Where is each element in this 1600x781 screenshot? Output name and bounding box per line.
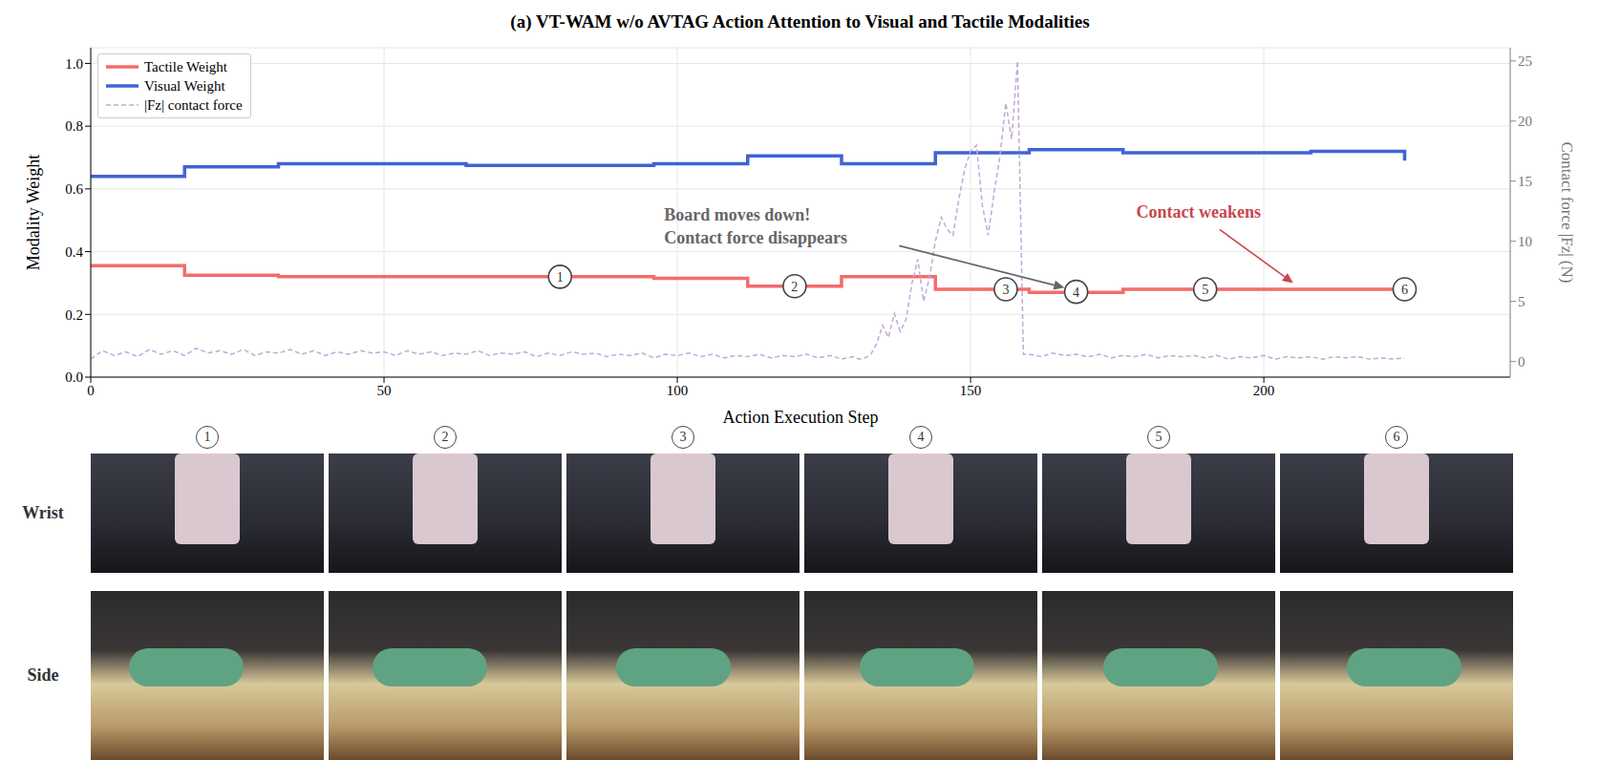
html-text:4: 4: [917, 429, 925, 445]
svg-text:100: 100: [666, 383, 689, 399]
svg-text:2: 2: [790, 279, 798, 295]
svg-text:10: 10: [1517, 234, 1533, 250]
svg-text:3: 3: [1002, 282, 1009, 298]
html-text:3: 3: [679, 429, 687, 445]
svg-text:6: 6: [1401, 282, 1408, 298]
html-text:5: 5: [1155, 429, 1163, 445]
html-text:Side: Side: [27, 665, 59, 685]
svg-text:Modality Weight: Modality Weight: [23, 154, 43, 272]
svg-text:0: 0: [86, 383, 95, 399]
svg-text:0.6: 0.6: [64, 181, 84, 197]
svg-text:1.0: 1.0: [64, 56, 84, 72]
svg-text:Contact weakens: Contact weakens: [1136, 202, 1262, 222]
svg-text:150: 150: [960, 383, 982, 399]
svg-text:Action Execution Step: Action Execution Step: [723, 407, 879, 427]
svg-text:0: 0: [1517, 354, 1526, 370]
svg-text:Contact force disappears: Contact force disappears: [663, 228, 848, 248]
svg-text:50: 50: [377, 383, 392, 399]
html-text:Visual Weight: Visual Weight: [144, 78, 226, 94]
svg-text:200: 200: [1253, 383, 1276, 399]
html-text:Wrist: Wrist: [22, 502, 64, 523]
svg-text:20: 20: [1517, 113, 1533, 129]
html-text:|Fz| contact force: |Fz| contact force: [144, 97, 243, 113]
svg-text:15: 15: [1517, 173, 1533, 190]
html-text:6: 6: [1393, 429, 1400, 445]
svg-text:0.4: 0.4: [64, 244, 84, 260]
svg-text:5: 5: [1517, 294, 1526, 310]
html-text:Tactile Weight: Tactile Weight: [144, 59, 228, 75]
html-text:2: 2: [441, 429, 449, 445]
svg-text:1: 1: [556, 270, 564, 285]
svg-text:5: 5: [1201, 282, 1209, 298]
svg-text:Contact force |Fz| (N): Contact force |Fz| (N): [1557, 142, 1577, 284]
html-text:1: 1: [203, 429, 211, 445]
svg-text:4: 4: [1072, 285, 1080, 300]
svg-text:0.0: 0.0: [64, 369, 84, 385]
svg-text:Board moves down!: Board moves down!: [663, 205, 811, 225]
html-text:(a) VT-WAM w/o AVTAG Action At: (a) VT-WAM w/o AVTAG Action Attention to…: [510, 11, 1090, 32]
svg-text:0.8: 0.8: [64, 118, 84, 134]
svg-text:0.2: 0.2: [64, 307, 84, 323]
svg-text:25: 25: [1517, 53, 1533, 69]
